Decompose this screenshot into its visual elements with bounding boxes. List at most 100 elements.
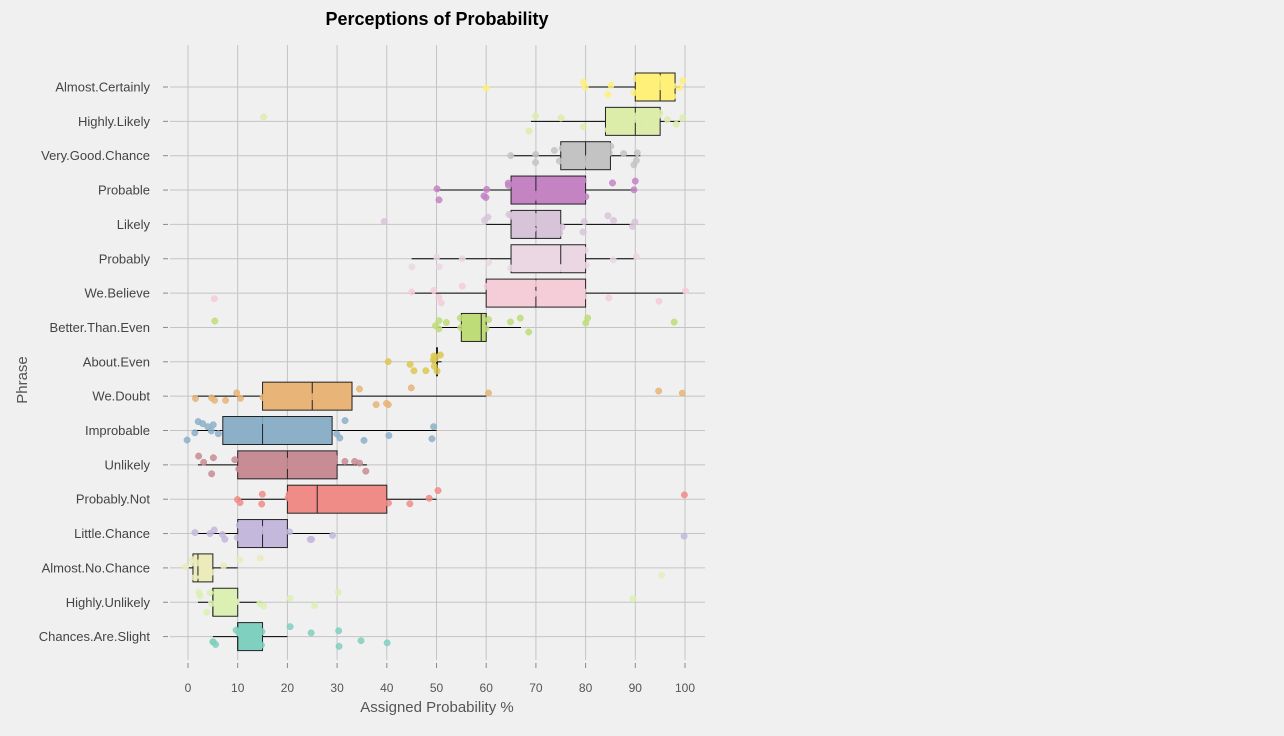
data-point-Improbable (258, 417, 266, 425)
data-point-Highly.Unlikely (203, 608, 211, 616)
data-point-Probably (485, 258, 493, 266)
data-point-Probably (408, 263, 416, 271)
data-point-We.Doubt (208, 394, 215, 402)
data-point-Unlikely (341, 457, 349, 465)
data-point-Little.Chance (286, 528, 294, 536)
data-point-Better.Than.Even (525, 328, 533, 336)
data-point-Likely (529, 226, 537, 233)
data-point-Better.Than.Even (470, 328, 478, 336)
data-point-Highly.Unlikely (286, 594, 294, 602)
data-point-Likely (610, 217, 617, 224)
data-point-Very.Good.Chance (630, 161, 638, 169)
data-point-Probably (557, 265, 565, 272)
data-point-Improbable (214, 430, 222, 438)
data-point-Highly.Likely (525, 127, 533, 135)
data-point-Probable (555, 177, 563, 185)
data-point-Probably.Not (331, 495, 339, 503)
data-point-Likely (380, 218, 388, 225)
data-point-About.Even (406, 360, 414, 368)
data-point-Probably (534, 253, 542, 261)
data-point-Probably (582, 261, 590, 269)
data-point-Likely (604, 212, 612, 220)
data-point-We.Doubt (259, 394, 267, 401)
data-point-Likely (631, 218, 639, 226)
data-point-Chances.Are.Slight (236, 629, 243, 637)
data-point-Probable (630, 186, 638, 194)
data-point-About.Even (431, 355, 439, 363)
box-layer (192, 72, 676, 652)
data-point-Improbable (306, 423, 314, 431)
data-point-Unlikely (235, 465, 243, 473)
box-Probably (510, 244, 587, 274)
data-point-Unlikely (208, 470, 216, 478)
data-point-Little.Chance (306, 536, 314, 543)
data-point-About.Even (433, 367, 441, 375)
box-Highly.Likely (604, 106, 661, 136)
data-point-Probably (433, 253, 441, 261)
data-point-Unlikely (200, 458, 208, 466)
data-point-We.Doubt (285, 397, 293, 405)
data-point-Very.Good.Chance (620, 150, 628, 158)
data-point-Improbable (199, 420, 207, 428)
data-point-Almost.No.Chance (658, 571, 666, 579)
data-point-Highly.Likely (620, 125, 628, 133)
data-point-Highly.Unlikely (231, 598, 239, 606)
data-point-Chances.Are.Slight (258, 628, 266, 636)
data-point-About.Even (410, 367, 418, 375)
data-point-Better.Than.Even (485, 316, 493, 323)
x-tick-label: 0 (185, 681, 192, 695)
data-point-Improbable (428, 435, 436, 443)
data-point-We.Doubt (281, 390, 289, 398)
data-point-Unlikely (362, 467, 370, 475)
data-point-Chances.Are.Slight (257, 641, 265, 649)
data-point-Very.Good.Chance (558, 144, 566, 152)
data-point-Improbable (209, 421, 217, 429)
box-Improbable (222, 416, 333, 445)
data-point-Better.Than.Even (456, 314, 464, 322)
y-tick-label: Improbable (85, 423, 150, 438)
data-point-We.Doubt (308, 393, 316, 401)
data-point-We.Doubt (678, 389, 686, 397)
data-point-Better.Than.Even (507, 318, 514, 326)
y-tick-labels: Almost.Certainly Highly.Likely Very.Good.C… (39, 80, 168, 644)
data-point-Highly.Likely (663, 116, 671, 124)
data-point-Probably (632, 253, 640, 261)
data-point-Almost.No.Chance (256, 554, 264, 562)
data-point-Probable (435, 196, 443, 204)
data-point-Little.Chance (233, 534, 241, 542)
y-tick-label: Likely (117, 217, 151, 232)
data-point-Likely (484, 213, 492, 221)
x-axis-title: Assigned Probability % (360, 699, 513, 716)
data-point-Almost.Certainly (581, 83, 589, 91)
data-point-Probable (582, 193, 590, 201)
data-point-Better.Than.Even (670, 318, 678, 326)
data-point-Very.Good.Chance (507, 152, 515, 160)
data-point-Chances.Are.Slight (212, 641, 220, 648)
data-point-Little.Chance (276, 533, 284, 541)
data-point-Better.Than.Even (582, 319, 590, 327)
data-point-Highly.Likely (679, 114, 687, 122)
x-tick-label: 30 (330, 681, 344, 695)
data-point-Improbable (191, 429, 199, 437)
data-point-Unlikely (209, 454, 217, 462)
y-tick-label: Almost.Certainly (55, 80, 150, 95)
data-point-We.Believe (682, 287, 690, 295)
y-tick-label: Little.Chance (74, 526, 150, 541)
data-point-Little.Chance (206, 530, 214, 537)
data-point-Almost.No.Chance (182, 563, 190, 571)
data-point-Chances.Are.Slight (357, 637, 365, 645)
x-tick-label: 100 (675, 681, 695, 695)
x-tick-label: 80 (579, 681, 593, 695)
data-point-We.Believe (531, 280, 539, 287)
data-point-Probably.Not (358, 490, 365, 498)
x-tick-label: 10 (231, 681, 245, 695)
data-point-Little.Chance (221, 535, 229, 543)
data-point-Likely (579, 228, 587, 236)
data-point-We.Believe (580, 292, 588, 300)
data-point-We.Believe (483, 283, 491, 290)
data-point-Unlikely (231, 456, 239, 464)
data-point-Highly.Likely (604, 126, 612, 134)
data-point-About.Even (422, 367, 430, 375)
data-point-We.Doubt (372, 401, 380, 409)
